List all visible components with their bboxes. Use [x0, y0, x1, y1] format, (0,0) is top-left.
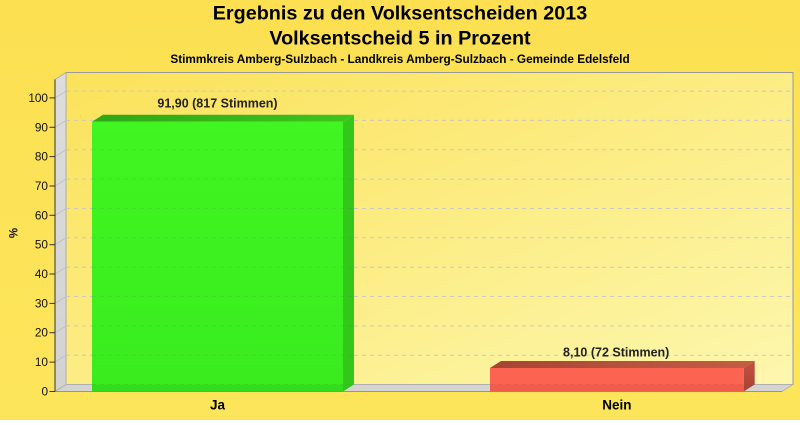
svg-text:90: 90: [35, 120, 49, 134]
svg-text:8,10 (72 Stimmen): 8,10 (72 Stimmen): [563, 345, 669, 359]
svg-text:%: %: [9, 228, 21, 238]
svg-text:Nein: Nein: [602, 397, 631, 412]
svg-text:91,90 (817 Stimmen): 91,90 (817 Stimmen): [157, 97, 277, 111]
svg-text:Volksentscheid 5 in Prozent: Volksentscheid 5 in Prozent: [269, 27, 531, 49]
svg-text:30: 30: [35, 296, 49, 310]
svg-text:50: 50: [35, 238, 49, 252]
svg-text:80: 80: [35, 150, 49, 164]
svg-text:10: 10: [35, 355, 49, 369]
svg-text:40: 40: [35, 267, 49, 281]
svg-text:60: 60: [35, 208, 49, 222]
svg-text:20: 20: [35, 326, 49, 340]
svg-text:Stimmkreis Amberg-Sulzbach - L: Stimmkreis Amberg-Sulzbach - Landkreis A…: [170, 52, 629, 66]
svg-text:Ja: Ja: [210, 397, 226, 412]
svg-text:70: 70: [35, 179, 49, 193]
svg-text:Ergebnis zu den Volksentscheid: Ergebnis zu den Volksentscheiden 2013: [213, 3, 588, 25]
svg-text:100: 100: [28, 91, 48, 105]
svg-text:0: 0: [41, 385, 48, 399]
